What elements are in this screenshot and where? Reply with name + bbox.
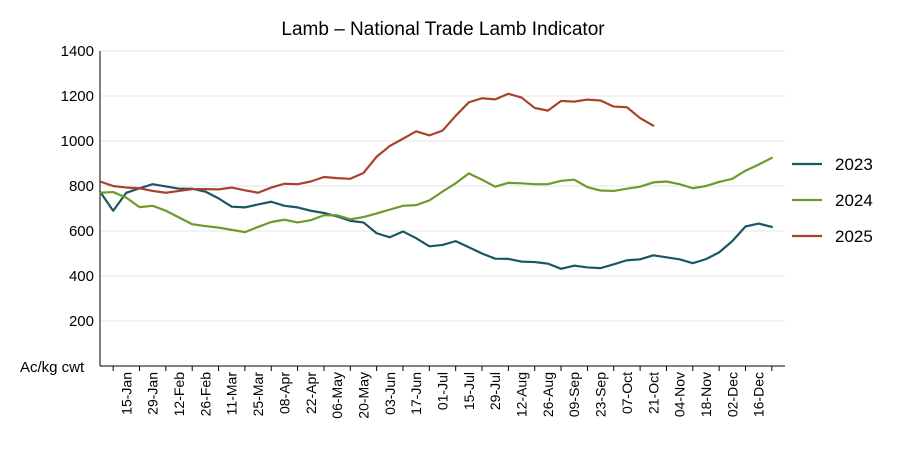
legend: 2023 2024 2025: [792, 155, 873, 246]
x-tick-label: 15-Jul: [461, 372, 477, 410]
x-tick-label: 02-Dec: [724, 372, 740, 417]
x-tick-label: 17-Jun: [408, 372, 424, 415]
x-tick-label: 15-Jan: [118, 372, 134, 415]
series-lines: [98, 92, 773, 270]
x-tick-label: 29-Jul: [487, 372, 503, 410]
x-tick-label: 04-Nov: [672, 372, 688, 417]
chart-title: Lamb – National Trade Lamb Indicator: [281, 19, 605, 40]
x-tick-label: 08-Apr: [276, 372, 292, 414]
x-tick-label: 11-Mar: [224, 372, 240, 416]
axes: 200 400 600 800 1000 1200 1400 15-Jan 29-Jan 12-F…: [61, 43, 785, 419]
gridlines: [100, 50, 785, 322]
x-tick-label: 21-Oct: [645, 372, 661, 414]
x-tick-label: 06-May: [329, 372, 345, 419]
x-tick-label: 18-Nov: [698, 372, 714, 417]
series-line-2023: [98, 183, 773, 270]
x-tick-label: 22-Apr: [303, 372, 319, 414]
series-line-2025: [98, 92, 655, 194]
x-tick-label: 01-Jul: [435, 372, 451, 410]
y-tick-label: 1400: [61, 43, 94, 60]
x-tick-label: 20-May: [355, 372, 371, 419]
x-tick-label: 16-Dec: [751, 372, 767, 417]
x-tick-label: 26-Feb: [197, 372, 213, 417]
x-tick-label: 12-Aug: [514, 372, 530, 417]
legend-label-2023: 2023: [835, 155, 873, 174]
x-tick-label: 29-Jan: [145, 372, 161, 415]
series-line-2024: [98, 156, 773, 234]
legend-label-2025: 2025: [835, 227, 873, 246]
x-tick-label: 12-Feb: [171, 372, 187, 417]
y-tick-label: 1200: [61, 88, 94, 105]
x-tick-label: 07-Oct: [619, 372, 635, 414]
y-axis-unit-label: Ac/kg cwt: [20, 359, 85, 376]
x-tick-label: 09-Sep: [566, 372, 582, 417]
y-tick-label: 200: [69, 313, 94, 330]
x-tick-label: 23-Sep: [593, 372, 609, 417]
x-tick-label: 25-Mar: [250, 372, 266, 417]
y-tick-label: 1000: [61, 133, 94, 150]
y-tick-label: 400: [69, 268, 94, 285]
x-tick-label: 26-Aug: [540, 372, 556, 417]
x-tick-label: 03-Jun: [382, 372, 398, 415]
legend-label-2024: 2024: [835, 191, 873, 210]
y-tick-label: 800: [69, 178, 94, 195]
y-tick-label: 600: [69, 223, 94, 240]
